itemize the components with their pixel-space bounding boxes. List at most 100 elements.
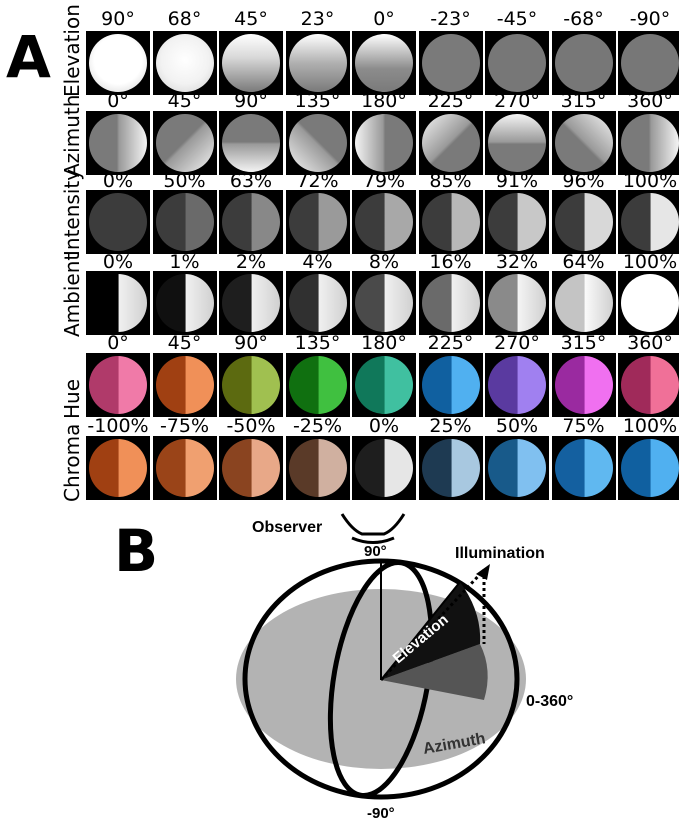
sphere-tile-intensity bbox=[86, 190, 150, 254]
sphere-tile-intensity bbox=[551, 190, 616, 254]
sphere-tile-hue bbox=[152, 353, 217, 417]
sphere-tile-hue bbox=[285, 353, 350, 417]
sphere-tile-ambient bbox=[352, 271, 416, 335]
tick-label-chroma: -25% bbox=[292, 415, 343, 437]
tick-label-azimuth: 360° bbox=[627, 90, 673, 112]
sphere-tile-hue bbox=[86, 353, 150, 417]
sphere-tile-chroma bbox=[551, 436, 616, 500]
tick-label-hue: 225° bbox=[427, 332, 474, 354]
illumination-geometry-diagram: Observer 90° Illumination Elevation 0-36… bbox=[236, 513, 573, 822]
sphere-tile-intensity bbox=[152, 190, 217, 254]
shaded-sphere bbox=[89, 114, 147, 172]
tick-label-elevation: 23° bbox=[300, 8, 335, 30]
tick-label-ambient: 0% bbox=[102, 251, 134, 273]
tick-label-intensity: 63% bbox=[229, 170, 273, 192]
tick-label-azimuth: 0° bbox=[107, 90, 129, 112]
sphere-tile-chroma bbox=[86, 436, 150, 500]
shaded-sphere bbox=[554, 193, 613, 251]
tick-label-ambient: 32% bbox=[495, 251, 539, 273]
sphere-tile-ambient bbox=[285, 271, 350, 335]
shaded-sphere bbox=[488, 114, 546, 172]
shaded-sphere bbox=[488, 193, 546, 251]
sphere-tile-hue bbox=[551, 353, 616, 417]
sphere-tile-ambient bbox=[86, 271, 150, 335]
tick-label-intensity: 100% bbox=[622, 170, 678, 192]
shaded-sphere bbox=[288, 439, 347, 497]
shaded-sphere bbox=[222, 274, 280, 332]
shaded-sphere bbox=[421, 34, 480, 92]
tick-label-elevation: -68° bbox=[563, 8, 604, 30]
sphere-tile-hue bbox=[219, 353, 283, 417]
shaded-sphere bbox=[621, 34, 679, 92]
sphere-tile-ambient bbox=[418, 271, 483, 335]
tick-label-intensity: 50% bbox=[163, 170, 206, 192]
sphere-tile-chroma bbox=[285, 436, 350, 500]
sphere-tile-elevation bbox=[551, 31, 616, 95]
sphere-tile-chroma bbox=[618, 436, 679, 500]
shaded-sphere bbox=[488, 34, 546, 92]
sphere-tile-hue bbox=[418, 353, 483, 417]
sphere-tile-chroma bbox=[485, 436, 549, 500]
sphere-tile-azimuth bbox=[285, 111, 350, 175]
tick-label-ambient: 16% bbox=[429, 251, 472, 273]
tick-label-azimuth: 315° bbox=[560, 90, 607, 112]
row-label-hue: Hue bbox=[60, 378, 84, 419]
tick-label-azimuth: 45° bbox=[167, 90, 202, 112]
tick-label-chroma: 25% bbox=[429, 415, 472, 437]
shaded-sphere bbox=[222, 114, 280, 172]
shaded-sphere bbox=[621, 193, 679, 251]
bottom-minus-90-label: -90° bbox=[367, 805, 395, 822]
panel-b-letter: B bbox=[114, 517, 159, 585]
tick-label-azimuth: 270° bbox=[494, 90, 540, 112]
shaded-sphere bbox=[554, 34, 613, 92]
shaded-sphere bbox=[488, 356, 546, 414]
shaded-sphere bbox=[89, 356, 147, 414]
sphere-tile-hue bbox=[352, 353, 416, 417]
shaded-sphere bbox=[355, 274, 413, 332]
observer-eye-icon bbox=[340, 513, 406, 544]
shaded-sphere bbox=[355, 193, 413, 251]
tick-label-intensity: 0% bbox=[102, 170, 134, 192]
shaded-sphere bbox=[288, 34, 347, 92]
shaded-sphere bbox=[155, 114, 214, 172]
tick-label-chroma: 0% bbox=[368, 415, 400, 437]
tick-label-intensity: 72% bbox=[296, 170, 339, 192]
tick-label-elevation: -90° bbox=[629, 8, 671, 30]
tick-label-intensity: 85% bbox=[429, 170, 472, 192]
panel-a-letter: A bbox=[6, 23, 51, 91]
tick-label-azimuth: 225° bbox=[427, 90, 474, 112]
illumination-arrowhead bbox=[476, 564, 490, 580]
tick-label-chroma: -50% bbox=[226, 415, 276, 437]
shaded-sphere bbox=[89, 274, 147, 332]
sphere-tile-chroma bbox=[219, 436, 283, 500]
sphere-tile-elevation bbox=[418, 31, 483, 95]
shaded-sphere bbox=[488, 274, 546, 332]
tick-label-chroma: 75% bbox=[562, 415, 605, 437]
sphere-tile-ambient bbox=[551, 271, 616, 335]
sphere-tile-elevation bbox=[618, 31, 679, 95]
azimuth-range-label: 0-360° bbox=[526, 693, 573, 710]
row-label-azimuth: Azimuth bbox=[60, 94, 84, 177]
sphere-tile-elevation bbox=[485, 31, 549, 95]
shaded-sphere bbox=[155, 193, 214, 251]
tick-label-ambient: 100% bbox=[622, 251, 678, 273]
sphere-tile-azimuth bbox=[618, 111, 679, 175]
shaded-sphere bbox=[222, 193, 280, 251]
shaded-sphere bbox=[554, 114, 613, 172]
sphere-tile-elevation bbox=[152, 31, 217, 95]
shaded-sphere bbox=[288, 356, 347, 414]
tick-label-hue: 0° bbox=[107, 332, 129, 354]
shaded-sphere bbox=[222, 356, 280, 414]
shaded-sphere bbox=[155, 34, 214, 92]
shaded-sphere bbox=[288, 193, 347, 251]
sphere-tile-elevation bbox=[352, 31, 416, 95]
shaded-sphere bbox=[421, 356, 480, 414]
shaded-sphere bbox=[89, 34, 147, 92]
row-label-intensity: Intensity bbox=[60, 168, 84, 256]
tick-label-elevation: -45° bbox=[496, 8, 538, 30]
tick-label-intensity: 91% bbox=[495, 170, 539, 192]
observer-label: Observer bbox=[252, 519, 322, 536]
illumination-label: Illumination bbox=[455, 545, 545, 562]
tick-label-hue: 90° bbox=[234, 332, 268, 354]
shaded-sphere bbox=[155, 274, 214, 332]
